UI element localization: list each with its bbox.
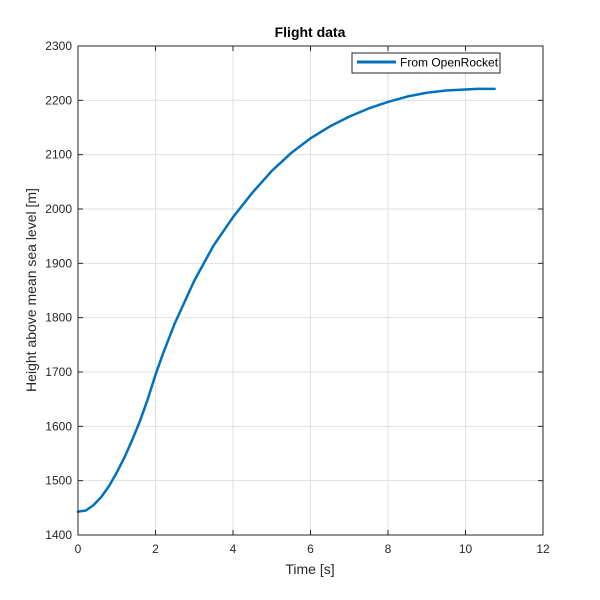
y-tick-label: 1600	[45, 419, 72, 433]
y-tick-label: 2300	[45, 39, 72, 53]
x-tick-label: 12	[536, 542, 550, 556]
legend: From OpenRocket	[351, 52, 501, 74]
x-tick-label: 2	[152, 542, 159, 556]
y-tick-label: 1700	[45, 365, 72, 379]
x-axis-ticks: 0 2 4 6 8 10 12	[75, 46, 550, 556]
y-tick-label: 1400	[45, 528, 72, 542]
plot-area: 0 2 4 6 8 10 12 1400 1500 1600 1700 1800 1900 2000 21…	[45, 39, 550, 556]
x-axis-label: Time [s]	[285, 561, 334, 577]
y-tick-label: 2100	[45, 148, 72, 162]
y-tick-label: 2200	[45, 93, 72, 107]
chart-title: Flight data	[275, 24, 346, 40]
y-axis-ticks: 1400 1500 1600 1700 1800 1900 2000 2100 2200 2300	[45, 39, 543, 542]
x-tick-label: 6	[307, 542, 314, 556]
y-tick-label: 1800	[45, 311, 72, 325]
x-tick-label: 8	[385, 542, 392, 556]
y-tick-label: 2000	[45, 202, 72, 216]
x-tick-label: 4	[230, 542, 237, 556]
x-tick-label: 10	[459, 542, 473, 556]
y-axis-label: Height above mean sea level [m]	[23, 188, 39, 392]
legend-box	[351, 52, 501, 74]
series-line-0	[76, 87, 496, 513]
x-tick-label: 0	[75, 542, 82, 556]
legend-label: From OpenRocket	[400, 56, 499, 70]
y-tick-label: 1900	[45, 256, 72, 270]
series-layer	[76, 87, 496, 513]
y-tick-label: 1500	[45, 474, 72, 488]
